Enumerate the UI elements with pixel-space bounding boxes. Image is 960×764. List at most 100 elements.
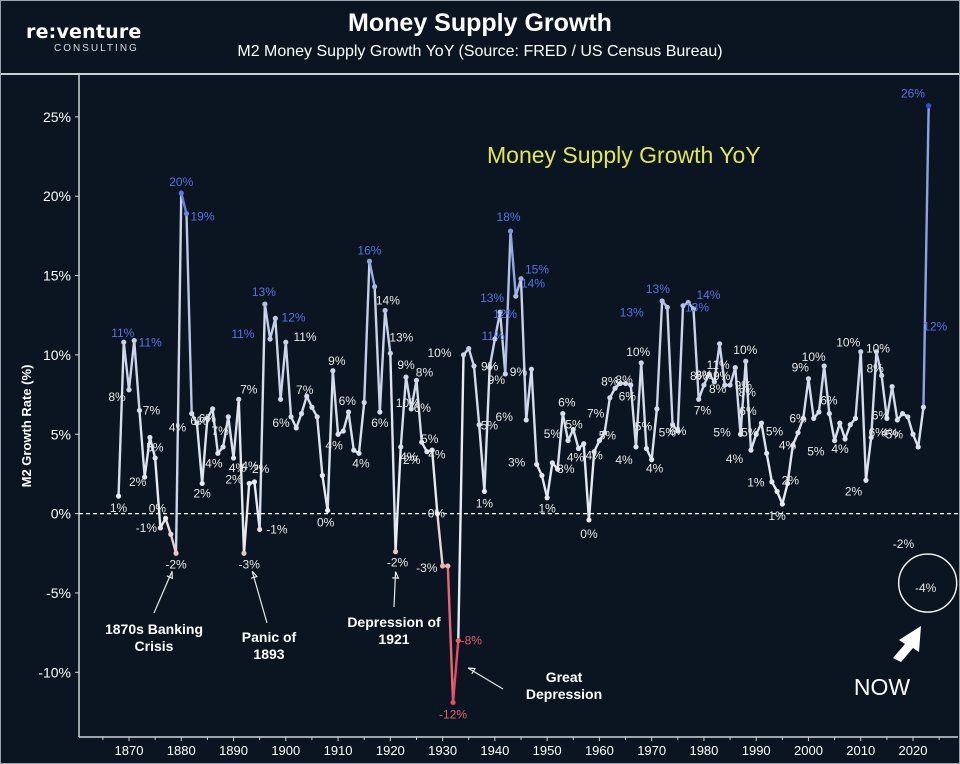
data-label: 8% bbox=[695, 368, 713, 382]
data-point bbox=[899, 411, 906, 417]
x-tick-label: 1970 bbox=[637, 743, 666, 758]
x-tick-label: 1910 bbox=[324, 743, 353, 758]
data-label: 11% bbox=[111, 326, 134, 340]
series-line-segment bbox=[828, 412, 836, 442]
data-label: 8% bbox=[739, 386, 757, 400]
series-line-segment bbox=[315, 415, 324, 477]
data-point bbox=[330, 368, 336, 374]
data-label: 7% bbox=[240, 382, 258, 396]
series-line-segment bbox=[127, 339, 136, 392]
series-line-segment bbox=[185, 212, 193, 415]
data-point bbox=[178, 190, 184, 196]
series-line-segment bbox=[807, 377, 815, 420]
series-line-segment bbox=[504, 229, 512, 376]
series-line-segment bbox=[922, 104, 930, 409]
data-label: 4% bbox=[169, 421, 187, 435]
data-point bbox=[481, 488, 488, 494]
series-line-segment bbox=[227, 415, 235, 460]
series-line-segment bbox=[488, 337, 497, 369]
series-line-segment bbox=[342, 410, 350, 433]
data-point bbox=[654, 406, 660, 412]
data-label: 20% bbox=[169, 175, 193, 189]
data-point bbox=[612, 385, 618, 391]
data-label: 4% bbox=[615, 453, 633, 467]
data-point bbox=[544, 495, 550, 501]
series-line-segment bbox=[373, 285, 382, 414]
data-point bbox=[429, 447, 435, 453]
data-label: 9% bbox=[735, 379, 753, 393]
data-point bbox=[115, 493, 122, 499]
data-label: -3% bbox=[239, 557, 261, 571]
series-line-segment bbox=[221, 415, 230, 449]
data-label: 6% bbox=[789, 411, 807, 425]
data-label: 13% bbox=[389, 330, 413, 344]
data-point bbox=[403, 374, 409, 380]
data-label: 6% bbox=[619, 389, 637, 403]
data-point bbox=[272, 315, 278, 321]
data-point bbox=[424, 449, 430, 455]
data-label: 9% bbox=[792, 361, 810, 375]
data-label: 19% bbox=[190, 210, 214, 224]
series-line-segment bbox=[545, 461, 554, 499]
series-line-segment bbox=[906, 415, 915, 436]
data-point bbox=[575, 445, 582, 452]
data-point bbox=[554, 466, 561, 472]
annotation-panic-1893: Panic of 1893 bbox=[242, 629, 297, 662]
series-line-segment bbox=[237, 398, 246, 555]
series-line-segment bbox=[493, 310, 502, 341]
x-tick-label: 1930 bbox=[428, 743, 457, 758]
data-label: 1% bbox=[768, 509, 786, 523]
data-label: 5% bbox=[886, 427, 904, 441]
data-point bbox=[586, 517, 592, 523]
data-point bbox=[748, 447, 754, 453]
series-line-segment bbox=[357, 401, 366, 455]
data-point bbox=[476, 422, 482, 428]
data-point bbox=[596, 437, 603, 444]
data-label: 5% bbox=[544, 427, 562, 441]
series-line-segment bbox=[885, 385, 894, 420]
data-point bbox=[706, 371, 712, 377]
series-line-segment bbox=[195, 421, 204, 485]
data-label: 7% bbox=[296, 383, 314, 397]
data-point bbox=[392, 549, 399, 555]
series-line-segment bbox=[472, 364, 481, 426]
page-title: Money Supply Growth bbox=[348, 9, 612, 37]
data-point bbox=[680, 303, 686, 309]
now-arrow-icon bbox=[893, 626, 921, 662]
data-label: 9% bbox=[488, 373, 506, 387]
data-label: 18% bbox=[497, 210, 521, 224]
series-line-segment bbox=[368, 260, 376, 288]
data-label: 8% bbox=[416, 365, 434, 379]
data-label: 1% bbox=[476, 496, 494, 510]
data-point bbox=[387, 350, 393, 356]
data-label: 9% bbox=[481, 360, 499, 374]
series-line-segment bbox=[383, 309, 392, 355]
series-line-segment bbox=[890, 385, 899, 422]
data-label: 4% bbox=[646, 462, 664, 476]
data-point bbox=[152, 455, 158, 461]
data-label: 7% bbox=[587, 407, 605, 421]
data-label: 10% bbox=[626, 345, 650, 359]
data-label: 8% bbox=[690, 369, 708, 383]
series-line-segment bbox=[734, 366, 742, 436]
series-line-segment bbox=[122, 341, 131, 392]
data-point bbox=[539, 472, 545, 479]
series-line-segment bbox=[802, 377, 810, 420]
series-line-segment bbox=[582, 442, 591, 522]
data-point bbox=[659, 298, 665, 304]
series-line-segment bbox=[436, 512, 444, 568]
data-point bbox=[560, 411, 566, 417]
data-point bbox=[784, 480, 791, 487]
series-line-segment bbox=[200, 417, 209, 485]
data-point bbox=[696, 396, 702, 402]
data-point bbox=[319, 472, 325, 479]
series-line-segment bbox=[629, 383, 638, 449]
series-line-segment bbox=[817, 364, 826, 414]
data-point bbox=[225, 414, 231, 420]
series-line-segment bbox=[655, 299, 664, 411]
data-label: 5% bbox=[741, 425, 759, 439]
data-label: 4% bbox=[726, 452, 744, 466]
data-label: 9% bbox=[397, 358, 415, 372]
data-label: 11% bbox=[231, 327, 254, 341]
page-subtitle: M2 Money Supply Growth YoY (Source: FRED… bbox=[237, 43, 723, 60]
